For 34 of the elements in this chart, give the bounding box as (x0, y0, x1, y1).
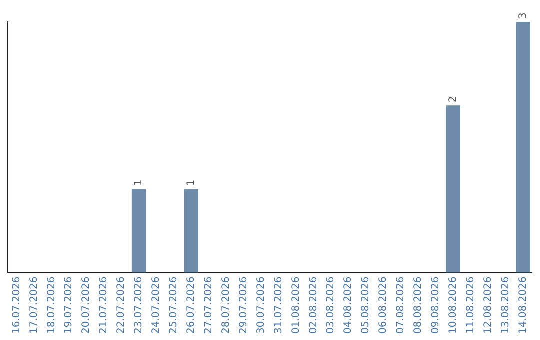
x-tick-label: 11.08.2026 (465, 276, 476, 334)
x-tick-label: 05.08.2026 (360, 276, 372, 334)
x-tick-label: 25.07.2026 (168, 276, 180, 334)
x-tick-label: 28.07.2026 (220, 276, 232, 334)
x-tick-label: 03.08.2026 (326, 276, 337, 334)
x-tick-label: 16.07.2026 (11, 276, 22, 334)
data-label: 1 (186, 180, 197, 186)
x-tick-label: 08.08.2026 (413, 276, 424, 334)
x-tick-label: 24.07.2026 (151, 276, 162, 334)
x-tick-label: 17.07.2026 (28, 276, 40, 334)
x-tick-label: 02.08.2026 (308, 276, 320, 334)
x-tick-label: 27.07.2026 (203, 276, 214, 334)
x-tick-label: 23.07.2026 (134, 276, 145, 334)
x-tick-label: 13.08.2026 (500, 276, 512, 334)
x-tick-label: 10.08.2026 (448, 276, 459, 334)
data-label: 2 (448, 96, 459, 103)
x-tick-label: 09.08.2026 (430, 276, 442, 334)
x-tick-label: 01.08.2026 (290, 276, 302, 334)
x-tick-label: 19.07.2026 (64, 276, 75, 334)
x-tick-label: 14.08.2026 (518, 276, 529, 334)
data-label: 3 (518, 12, 529, 19)
x-tick-label: 20.07.2026 (81, 276, 92, 334)
x-tick-label: 30.07.2026 (256, 276, 267, 334)
x-tick-label: 21.07.2026 (98, 276, 110, 334)
x-tick-label: 12.08.2026 (482, 276, 494, 334)
x-tick-label: 04.08.2026 (343, 276, 354, 334)
x-tick-label: 07.08.2026 (396, 276, 407, 334)
x-tick-label: 18.07.2026 (46, 276, 58, 334)
x-tick-label: 26.07.2026 (186, 276, 197, 334)
x-tick-label: 31.07.2026 (273, 276, 284, 334)
x-tick-label: 29.07.2026 (238, 276, 250, 334)
x-tick-label: 22.07.2026 (116, 276, 128, 334)
data-label: 1 (134, 180, 145, 186)
x-tick-label: 06.08.2026 (378, 276, 390, 334)
